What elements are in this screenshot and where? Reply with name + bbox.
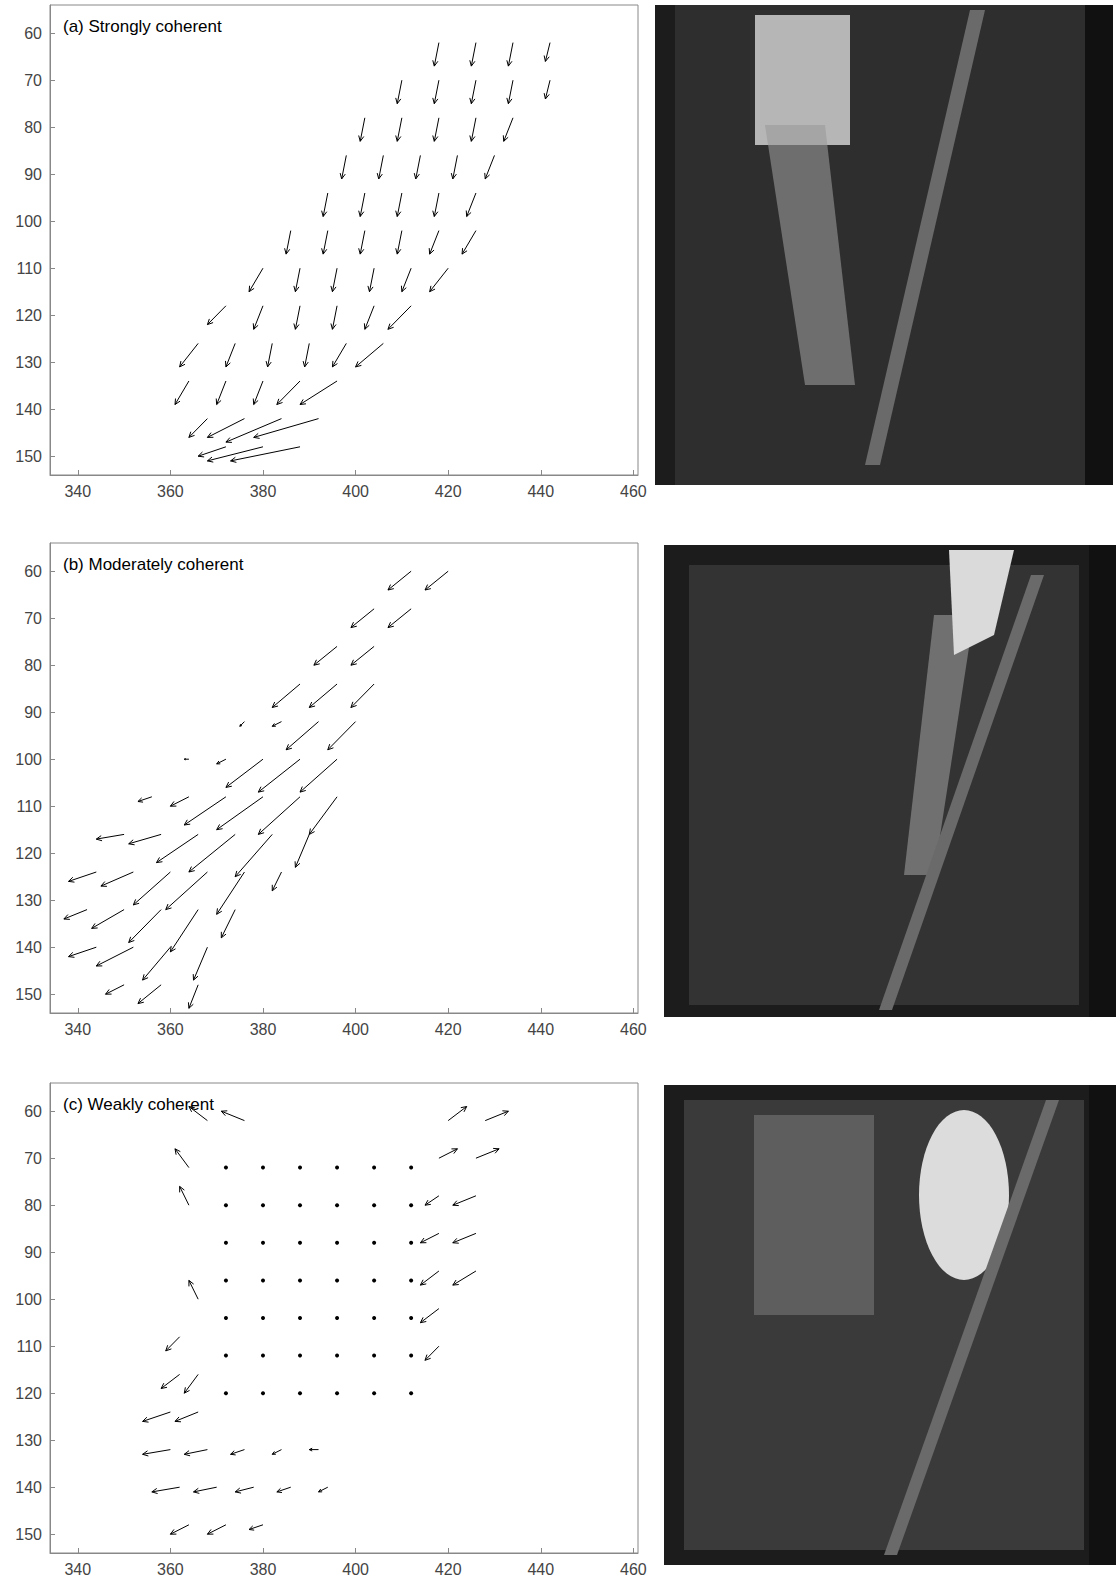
svg-text:150: 150: [15, 448, 42, 465]
svg-text:(c) Weakly coherent: (c) Weakly coherent: [63, 1095, 214, 1114]
svg-text:130: 130: [15, 1432, 42, 1449]
svg-text:460: 460: [620, 483, 647, 500]
svg-text:100: 100: [15, 751, 42, 768]
svg-text:60: 60: [24, 1103, 42, 1120]
svg-text:460: 460: [620, 1021, 647, 1038]
svg-text:90: 90: [24, 166, 42, 183]
svg-text:380: 380: [250, 483, 277, 500]
svg-text:440: 440: [527, 1021, 554, 1038]
svg-text:120: 120: [15, 307, 42, 324]
svg-text:420: 420: [435, 1561, 462, 1578]
svg-text:80: 80: [24, 657, 42, 674]
svg-text:360: 360: [157, 483, 184, 500]
svg-text:90: 90: [24, 704, 42, 721]
svg-text:340: 340: [64, 1021, 91, 1038]
svg-text:340: 340: [64, 1561, 91, 1578]
svg-text:110: 110: [16, 798, 42, 815]
svg-text:380: 380: [250, 1021, 277, 1038]
svg-text:140: 140: [15, 401, 42, 418]
svg-text:110: 110: [16, 260, 42, 277]
svg-text:140: 140: [15, 939, 42, 956]
svg-text:120: 120: [15, 1385, 42, 1402]
svg-text:440: 440: [527, 483, 554, 500]
svg-text:150: 150: [15, 1526, 42, 1543]
svg-text:90: 90: [24, 1244, 42, 1261]
svg-text:130: 130: [15, 354, 42, 371]
svg-text:100: 100: [15, 1291, 42, 1308]
svg-text:120: 120: [15, 845, 42, 862]
svg-text:150: 150: [15, 986, 42, 1003]
svg-text:100: 100: [15, 213, 42, 230]
svg-text:70: 70: [24, 72, 42, 89]
svg-text:440: 440: [527, 1561, 554, 1578]
svg-text:140: 140: [15, 1479, 42, 1496]
svg-text:400: 400: [342, 1561, 369, 1578]
svg-text:80: 80: [24, 119, 42, 136]
svg-text:400: 400: [342, 483, 369, 500]
svg-text:420: 420: [435, 1021, 462, 1038]
svg-text:(b) Moderately coherent: (b) Moderately coherent: [63, 555, 244, 574]
svg-text:70: 70: [24, 610, 42, 627]
svg-text:60: 60: [24, 25, 42, 42]
svg-text:110: 110: [16, 1338, 42, 1355]
svg-text:60: 60: [24, 563, 42, 580]
svg-text:70: 70: [24, 1150, 42, 1167]
svg-text:380: 380: [250, 1561, 277, 1578]
svg-text:80: 80: [24, 1197, 42, 1214]
svg-text:420: 420: [435, 483, 462, 500]
svg-text:(a) Strongly coherent: (a) Strongly coherent: [63, 17, 222, 36]
svg-text:400: 400: [342, 1021, 369, 1038]
svg-text:360: 360: [157, 1021, 184, 1038]
svg-text:360: 360: [157, 1561, 184, 1578]
svg-text:460: 460: [620, 1561, 647, 1578]
svg-text:340: 340: [64, 483, 91, 500]
svg-text:130: 130: [15, 892, 42, 909]
